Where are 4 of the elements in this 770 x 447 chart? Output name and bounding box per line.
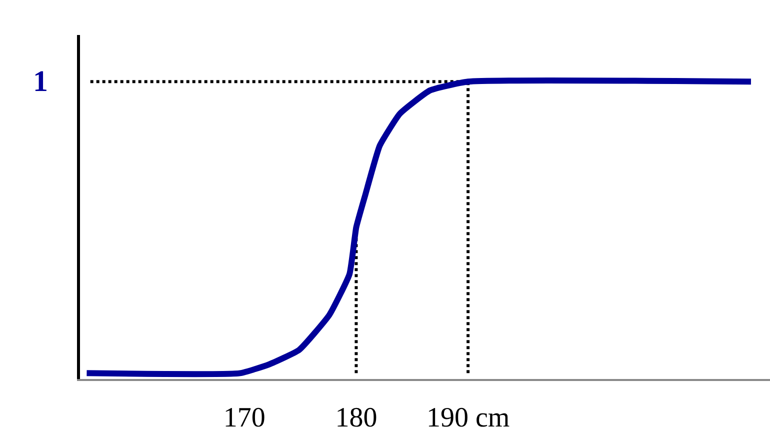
x-tick-label: 170 <box>223 402 266 434</box>
x-tick-label: 180 <box>335 402 378 434</box>
x-tick-label: 190 cm <box>426 402 510 434</box>
ref-line-label: 1 <box>33 65 48 98</box>
